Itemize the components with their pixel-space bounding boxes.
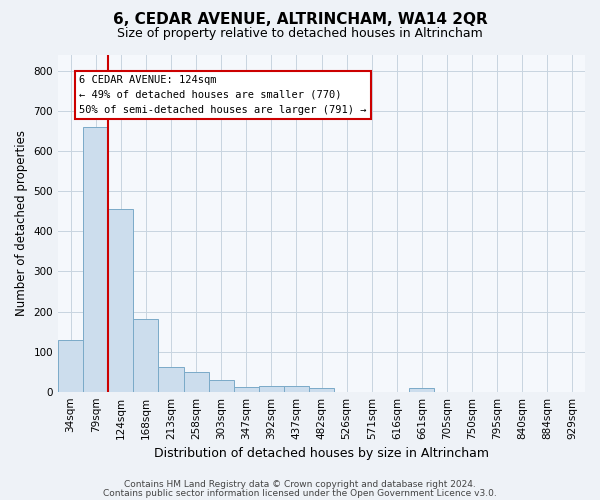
Bar (133, 318, 158, 392)
Text: Size of property relative to detached houses in Altrincham: Size of property relative to detached ho… (117, 28, 483, 40)
Text: 6, CEDAR AVENUE, ALTRINCHAM, WA14 2QR: 6, CEDAR AVENUE, ALTRINCHAM, WA14 2QR (113, 12, 487, 28)
Bar (209, 380, 233, 392)
Bar (259, 386, 284, 392)
Bar (108, 210, 133, 392)
Bar (158, 367, 184, 392)
Y-axis label: Number of detached properties: Number of detached properties (15, 130, 28, 316)
Bar (58, 340, 83, 392)
Bar (309, 388, 334, 392)
Bar (233, 387, 259, 392)
Text: Contains public sector information licensed under the Open Government Licence v3: Contains public sector information licen… (103, 488, 497, 498)
Text: 6 CEDAR AVENUE: 124sqm
← 49% of detached houses are smaller (770)
50% of semi-de: 6 CEDAR AVENUE: 124sqm ← 49% of detached… (79, 75, 367, 114)
Bar (284, 386, 309, 392)
Bar (409, 388, 434, 392)
Bar (184, 372, 209, 392)
Text: Contains HM Land Registry data © Crown copyright and database right 2024.: Contains HM Land Registry data © Crown c… (124, 480, 476, 489)
Bar (83, 127, 108, 392)
X-axis label: Distribution of detached houses by size in Altrincham: Distribution of detached houses by size … (154, 447, 489, 460)
